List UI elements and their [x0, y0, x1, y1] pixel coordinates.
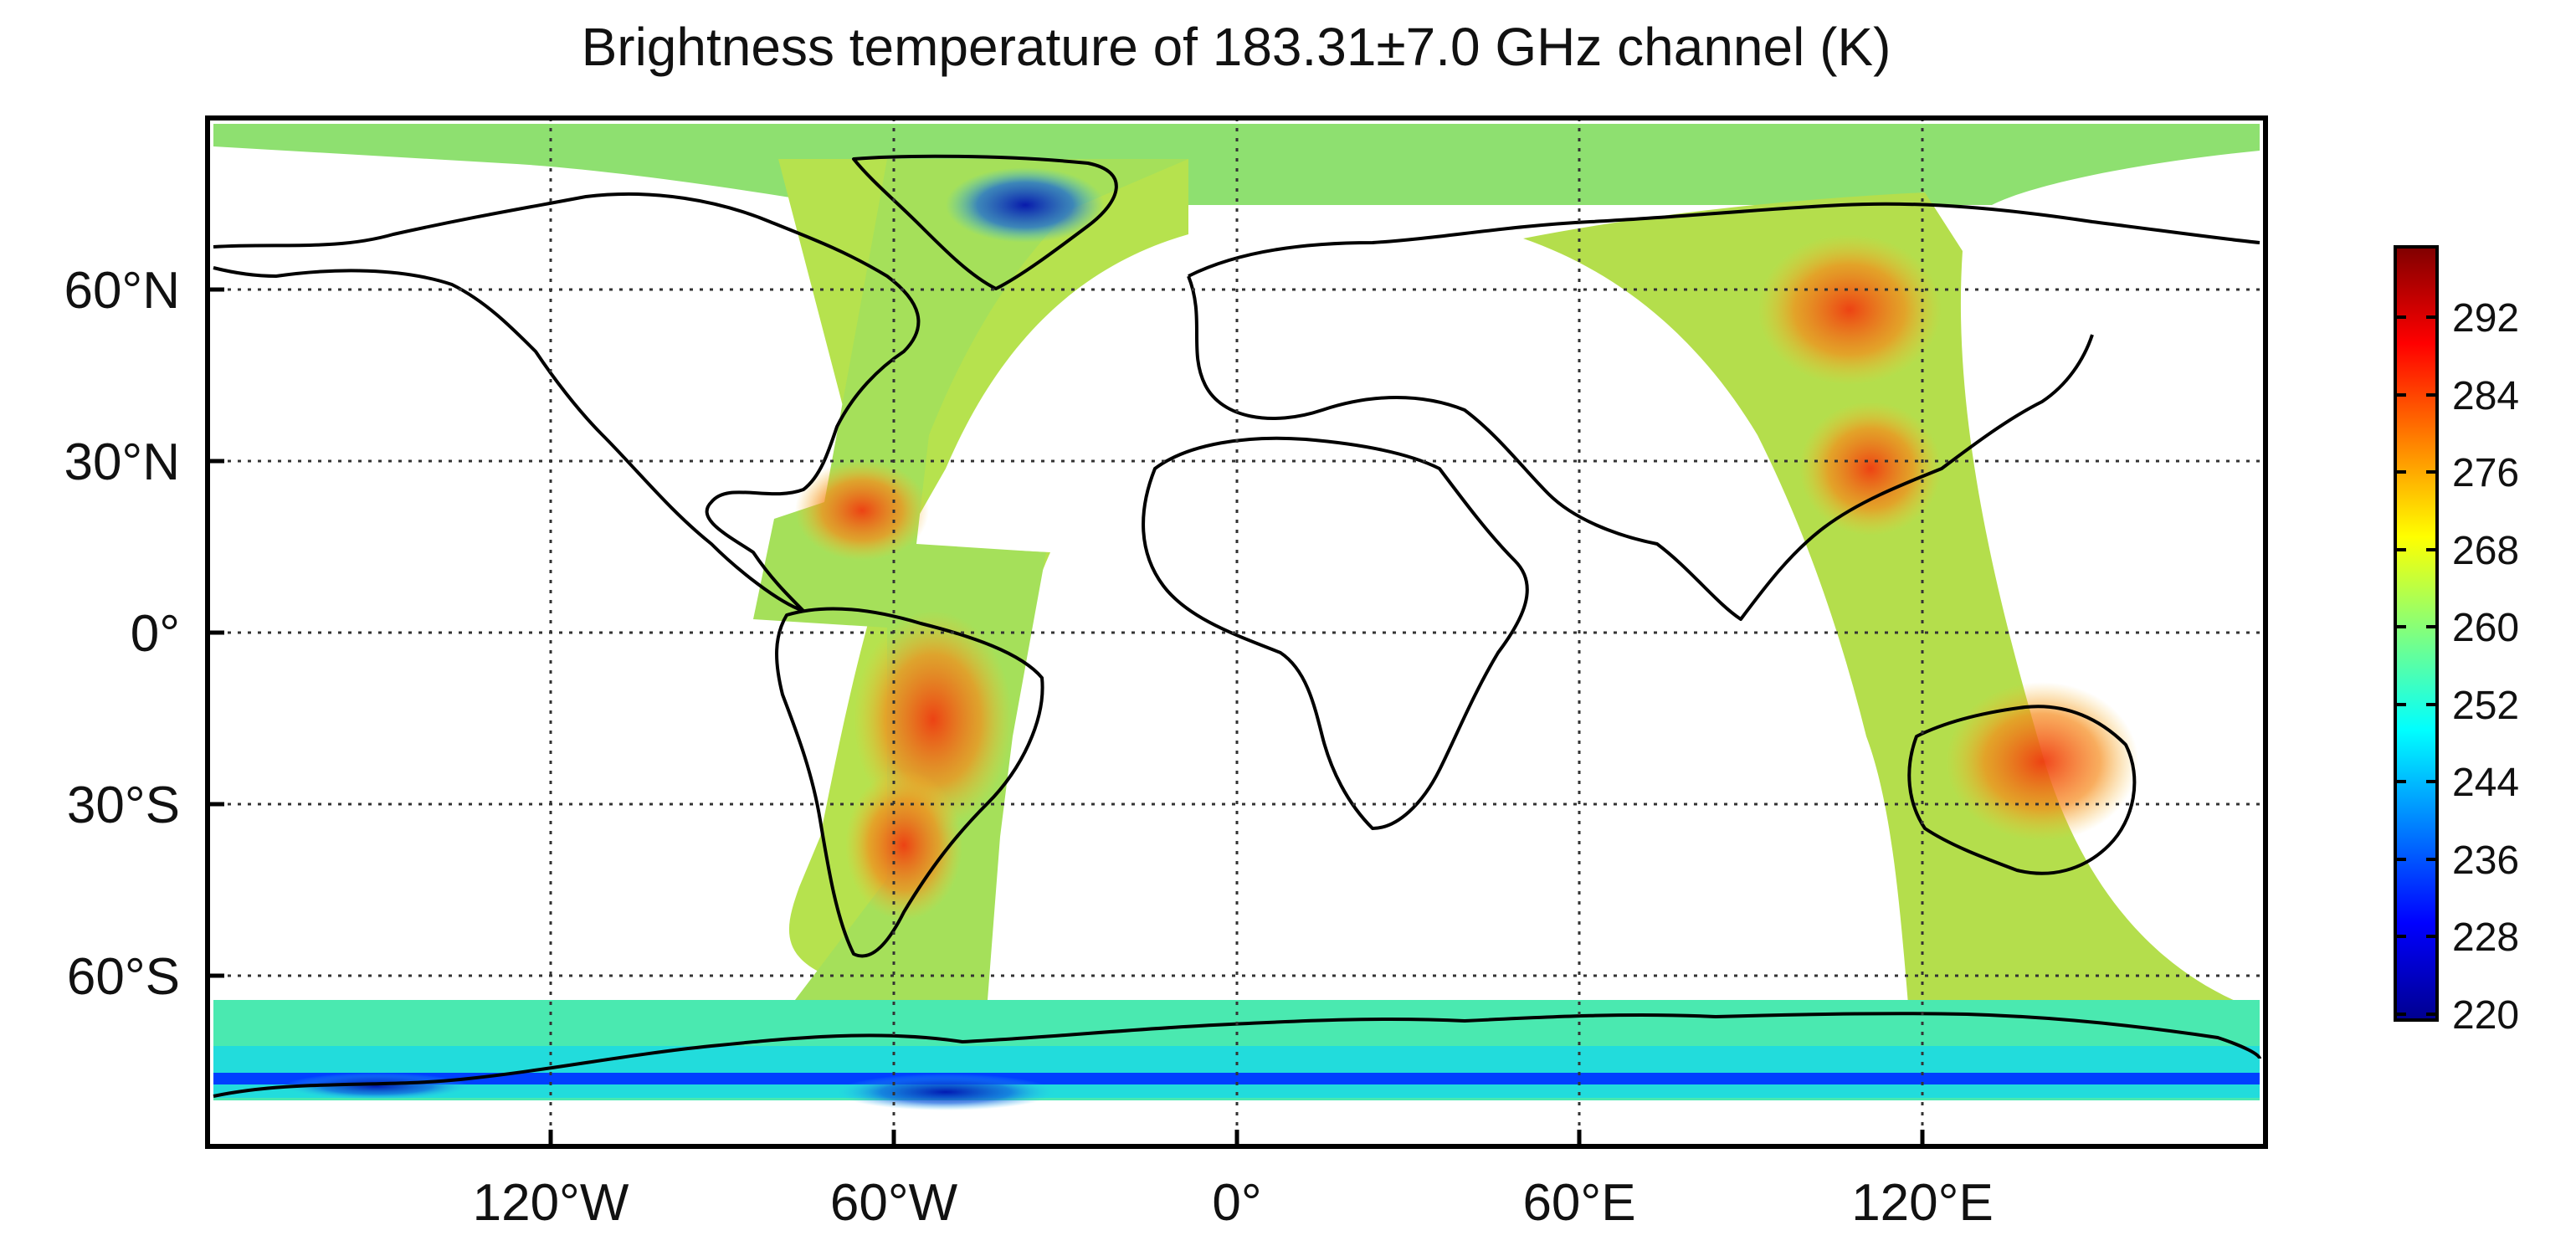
warm-anomaly — [1799, 402, 1942, 536]
lon-label-60W: 60°W — [830, 1174, 958, 1232]
colorbar-ticks — [2395, 315, 2437, 1016]
warm-anomaly — [845, 770, 962, 920]
swath-arctic — [213, 124, 2260, 205]
lon-label-0: 0° — [1212, 1174, 1261, 1232]
colorbar-gradient — [2394, 245, 2439, 1022]
lat-tick-labels: 60°N 30°N 0° 30°S 60°S — [64, 262, 180, 1006]
warm-anomaly — [795, 460, 929, 561]
colorbar-label-276: 276 — [2452, 451, 2519, 495]
colorbar-label-284: 284 — [2452, 374, 2519, 418]
cold-anomaly — [946, 167, 1105, 243]
cold-anomaly — [837, 1074, 1055, 1110]
colorbar-label-228: 228 — [2452, 915, 2519, 960]
lat-label-60N: 60°N — [64, 262, 180, 320]
coastlines — [213, 154, 2261, 1098]
colorbar-label-292: 292 — [2452, 296, 2519, 341]
coastline-australia — [1907, 705, 2137, 875]
lat-label-30S: 30°S — [67, 777, 180, 834]
cold-anomaly — [285, 1073, 469, 1100]
coastline-north-america — [213, 192, 921, 613]
lon-label-60E: 60°E — [1522, 1174, 1635, 1232]
coastline-africa — [1142, 436, 1529, 830]
map-plot — [208, 118, 2266, 1146]
coastline-south-america — [775, 607, 1044, 958]
coastline-antarctica — [213, 1012, 2261, 1098]
colorbar-label-220: 220 — [2452, 993, 2519, 1038]
colorbar-label-252: 252 — [2452, 684, 2519, 728]
colorbar-label-260: 260 — [2452, 606, 2519, 650]
lon-label-120E: 120°E — [1851, 1174, 1994, 1232]
colorbar: 292 284 276 268 260 252 244 236 228 220 — [2394, 245, 2519, 1038]
colorbar-label-244: 244 — [2452, 761, 2519, 805]
coastline-eurasia — [1187, 202, 2260, 621]
swath-asia — [1523, 192, 2243, 1004]
lat-label-0: 0° — [131, 605, 180, 663]
axis-ticks — [208, 287, 1925, 1146]
warm-anomaly — [1758, 234, 1942, 385]
lon-label-120W: 120°W — [473, 1174, 629, 1232]
colorbar-label-268: 268 — [2452, 529, 2519, 573]
swath-americas-body — [753, 159, 1188, 1000]
graticule — [208, 118, 2266, 1146]
colorbar-label-236: 236 — [2452, 838, 2519, 883]
lat-label-30N: 30°N — [64, 433, 180, 491]
map-title: Brightness temperature of 183.31±7.0 GHz… — [582, 17, 1891, 77]
coastline-greenland — [852, 154, 1118, 290]
warm-anomaly — [1946, 682, 2138, 841]
lon-tick-labels: 120°W 60°W 0° 60°E 120°E — [473, 1174, 1994, 1232]
colorbar-tick-labels: 292 284 276 268 260 252 244 236 228 220 — [2452, 296, 2519, 1038]
swath-antarctic-edge — [213, 1073, 2260, 1084]
lat-label-60S: 60°S — [67, 948, 180, 1006]
